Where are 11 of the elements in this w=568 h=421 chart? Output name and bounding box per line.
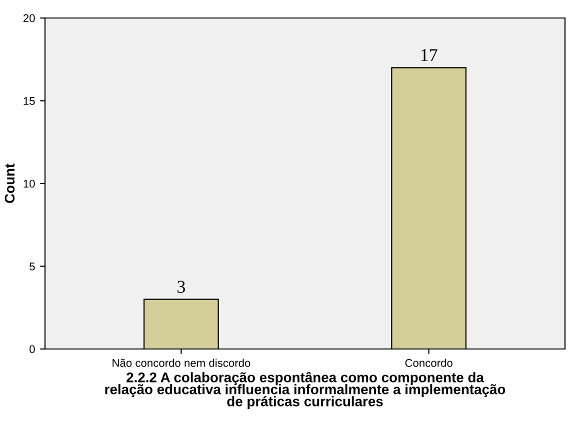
- data-label: 17: [421, 49, 438, 62]
- data-label: 3: [178, 280, 185, 293]
- y-tick-label: 5: [30, 262, 35, 270]
- y-axis-title: Count: [4, 164, 15, 203]
- x-tick-label: Não concordo nem discordo: [112, 358, 250, 367]
- y-tick-label: 20: [23, 14, 35, 22]
- y-tick-label: 15: [24, 97, 35, 105]
- y-tick-label: 0: [30, 345, 35, 354]
- x-tick-label: Concordo: [405, 358, 452, 367]
- y-tick-label: 10: [24, 180, 35, 188]
- x-axis-title: 2.2.2 A colaboração espontânea como componente da relação educativa influencia informalmente a implementação de práticas curriculares: [105, 372, 506, 410]
